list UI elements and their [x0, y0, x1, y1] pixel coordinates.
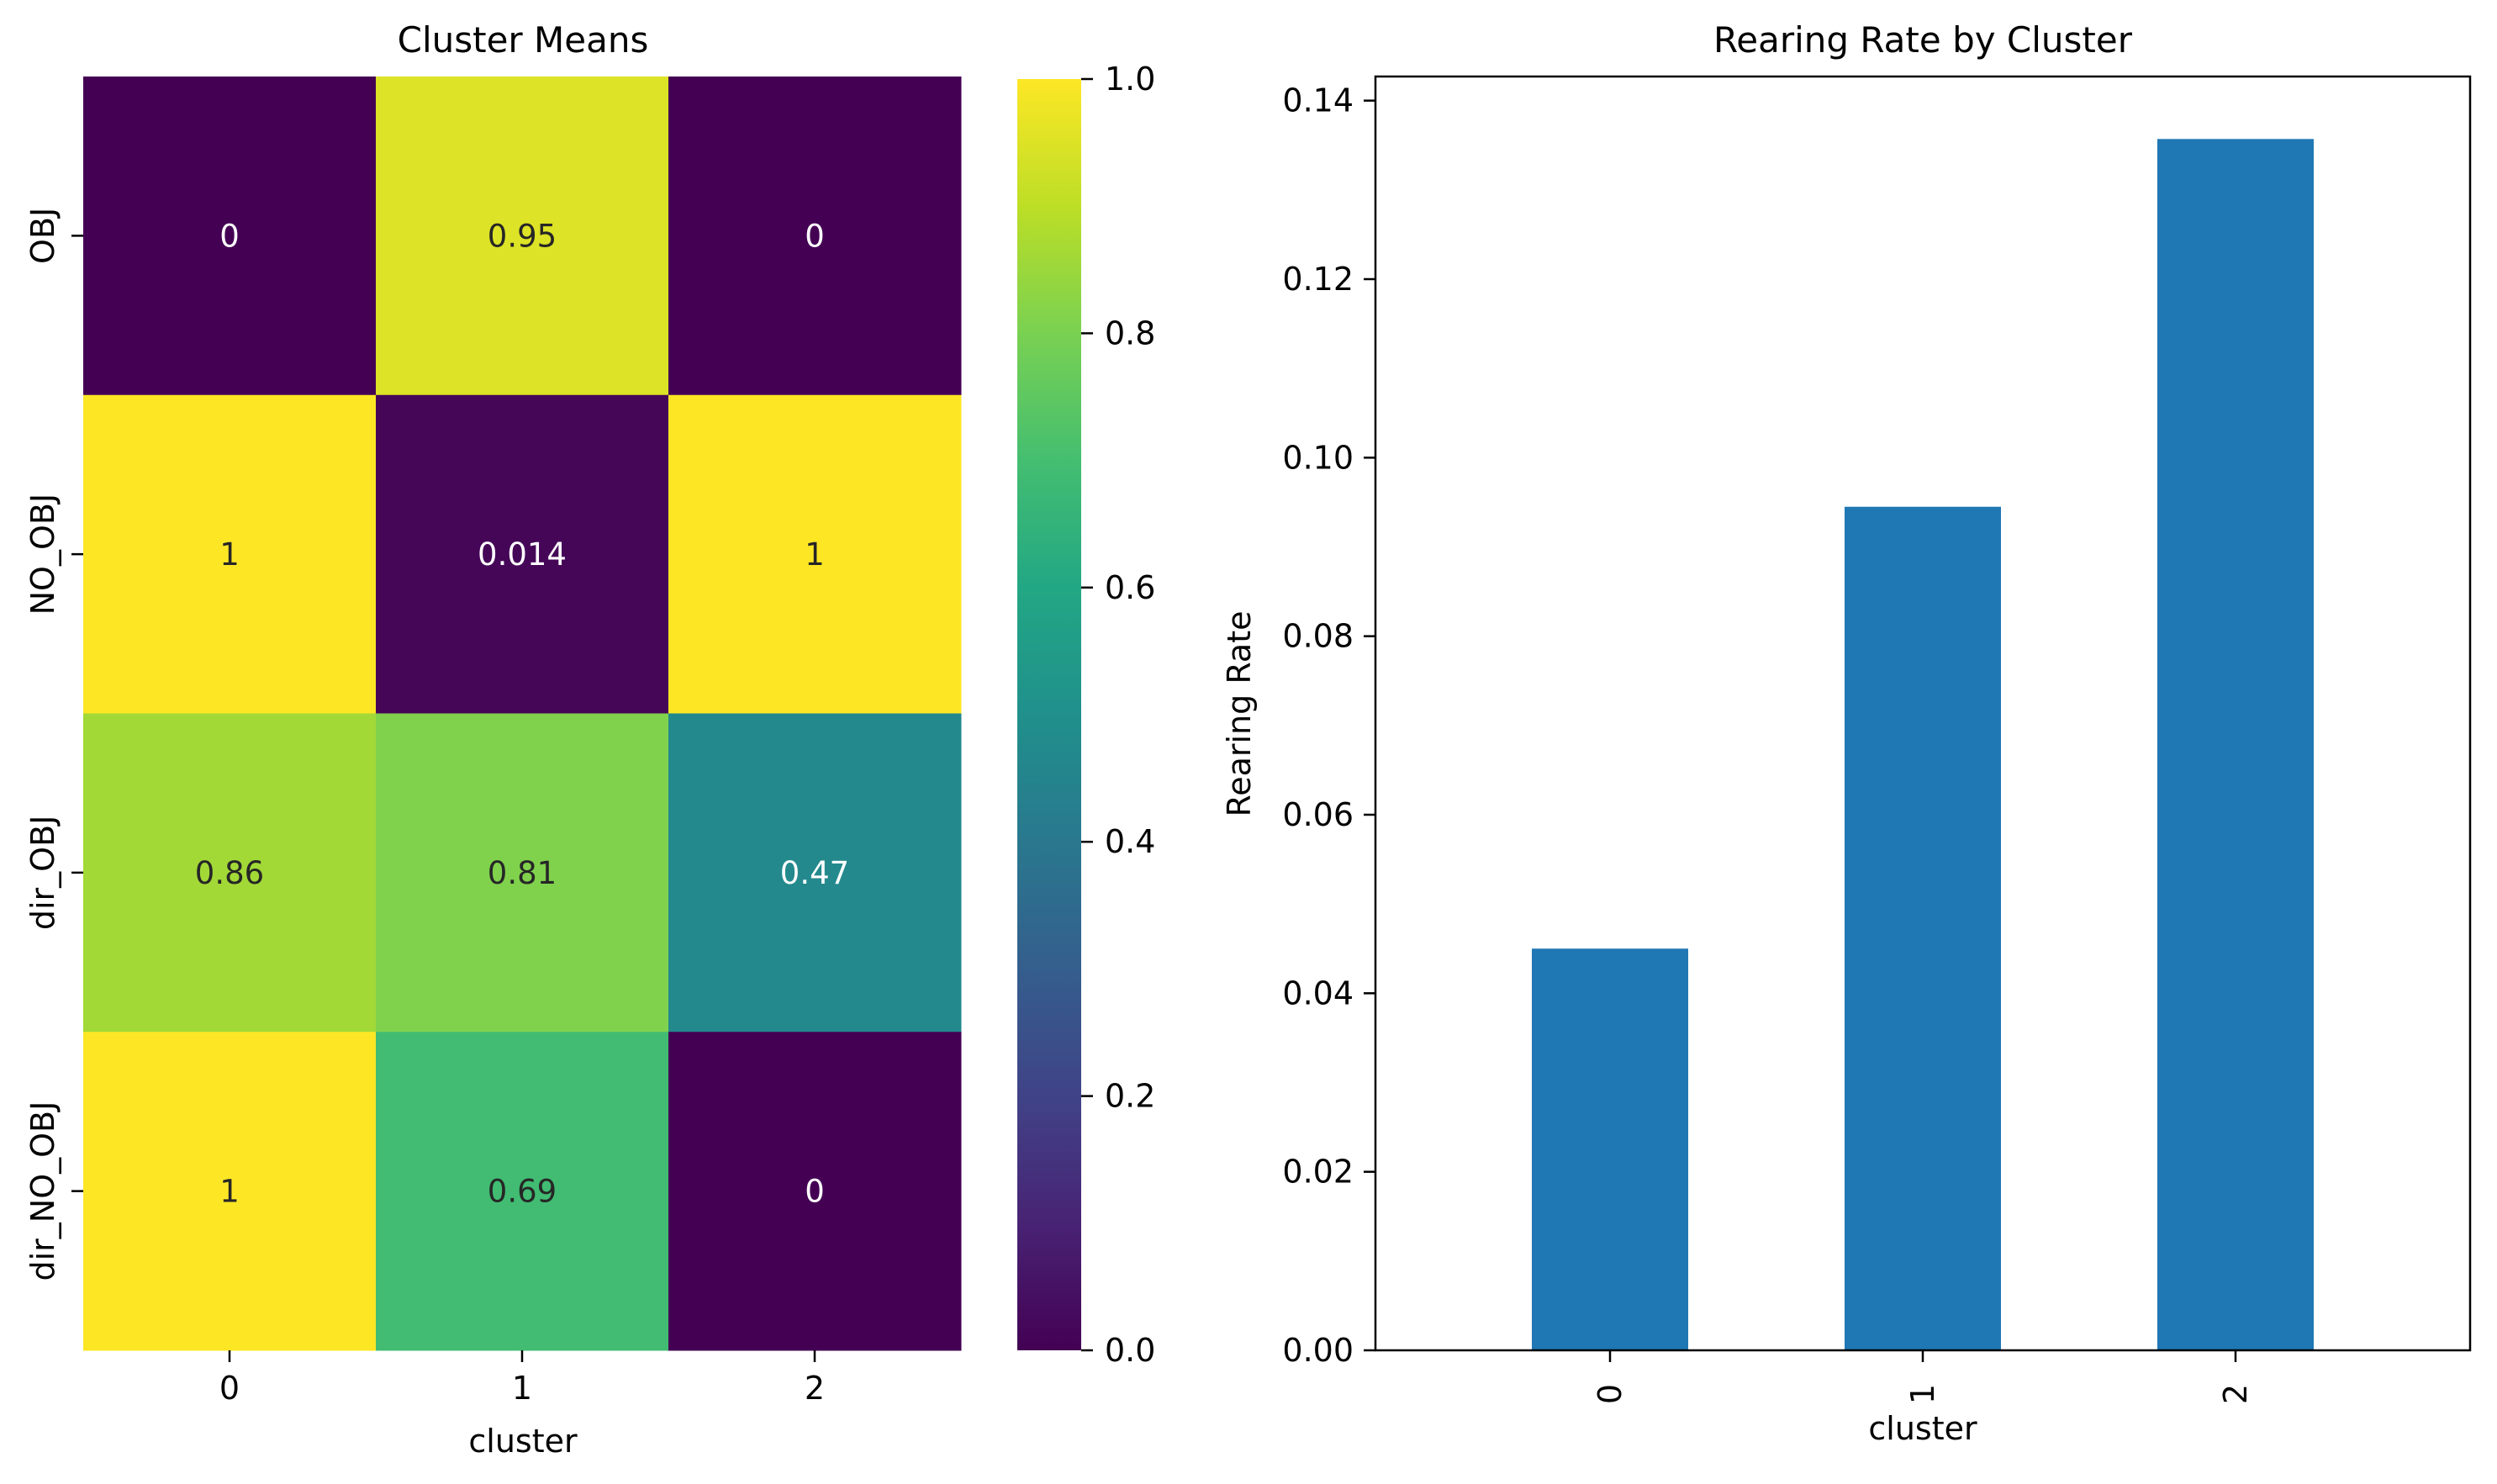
heatmap-x-ticks: 0 1 2: [219, 1350, 825, 1407]
heatmap-cell: [376, 713, 669, 1032]
bar-x-tick-label: 1: [1904, 1384, 1941, 1404]
heatmap-cell: [83, 394, 377, 714]
bar-chart-x-ticks: 0 1 2: [1592, 1350, 2254, 1404]
heatmap-cell: [376, 1032, 669, 1351]
heatmap-cell: [83, 1032, 377, 1351]
colorbar-gradient: [1017, 79, 1081, 1350]
heatmap-x-tick-label: 2: [805, 1370, 825, 1407]
heatmap-cell: [668, 1032, 962, 1351]
heatmap-cell: [376, 77, 669, 396]
bar-chart-x-axis-label: cluster: [1868, 1410, 1977, 1447]
heatmap-cell-labels: 0 0.95 0 1 0.014 1 0.86 0.81 0.47 1 0.69 0: [195, 218, 849, 1209]
heatmap-cell-label: 0.47: [780, 855, 849, 891]
heatmap-chart: Cluster Means 0 0.95 0 1 0.014 1 0.86 0.81 0.47 1…: [24, 19, 962, 1460]
heatmap-cell: [376, 394, 669, 714]
bar-chart: Rearing Rate by Cluster 0.00 0.02 0.04 0.06…: [1221, 19, 2472, 1447]
colorbar-tick-label: 0.8: [1105, 314, 1155, 351]
bar: [2157, 139, 2314, 1350]
heatmap-y-tick-label: dir_NO_OBJ: [24, 1101, 61, 1281]
bar-y-tick-label: 0.02: [1282, 1154, 1354, 1191]
heatmap-cell: [668, 713, 962, 1032]
colorbar-tick-label: 0.4: [1105, 823, 1155, 860]
heatmap-cell-label: 0.014: [478, 536, 567, 573]
colorbar-tick-label: 0.0: [1105, 1332, 1155, 1369]
colorbar-tick-label: 0.6: [1105, 569, 1155, 606]
heatmap-x-tick-label: 1: [512, 1370, 532, 1407]
bar-chart-bars: [1532, 139, 2314, 1350]
bar-chart-title: Rearing Rate by Cluster: [1713, 19, 2133, 61]
heatmap-cell: [668, 77, 962, 396]
heatmap-cell-label: 0.81: [488, 855, 557, 891]
bar-y-tick-label: 0.10: [1282, 439, 1354, 476]
heatmap-cell-label: 0: [219, 218, 240, 254]
heatmap-cell-label: 0: [805, 1174, 825, 1210]
heatmap-cells: [83, 77, 962, 1351]
bar-y-tick-label: 0.00: [1282, 1332, 1354, 1369]
heatmap-y-ticks: OBJ NO_OBJ dir_OBJ dir_NO_OBJ: [24, 208, 83, 1281]
bar-y-tick-label: 0.08: [1282, 618, 1354, 655]
heatmap-y-tick-label: dir_OBJ: [24, 816, 61, 931]
bar: [1532, 948, 1688, 1350]
colorbar-ticks: 0.0 0.2 0.4 0.6 0.8 1.0: [1081, 61, 1155, 1369]
heatmap-x-tick-label: 0: [219, 1370, 240, 1407]
heatmap-cell-label: 0.86: [195, 855, 264, 891]
bar-y-tick-label: 0.06: [1282, 796, 1354, 833]
bar-chart-y-axis-label: Rearing Rate: [1221, 611, 1258, 817]
heatmap-cell-label: 1: [219, 536, 240, 573]
heatmap-y-tick-label: NO_OBJ: [24, 494, 61, 615]
heatmap-cell: [83, 77, 377, 396]
heatmap-cell-label: 1: [805, 536, 825, 573]
heatmap-cell: [668, 394, 962, 714]
bar-chart-y-ticks: 0.00 0.02 0.04 0.06 0.08 0.10 0.12 0.14: [1282, 82, 1375, 1369]
bar-x-tick-label: 0: [1592, 1384, 1629, 1404]
colorbar-tick-label: 1.0: [1105, 61, 1155, 98]
heatmap-x-axis-label: cluster: [468, 1423, 578, 1460]
heatmap-title: Cluster Means: [398, 19, 649, 61]
bar-y-tick-label: 0.14: [1282, 82, 1354, 119]
colorbar-tick-label: 0.2: [1105, 1078, 1155, 1115]
heatmap-cell: [83, 713, 377, 1032]
bar: [1845, 506, 2001, 1350]
bar-y-tick-label: 0.12: [1282, 261, 1354, 298]
heatmap-cell-label: 0.95: [488, 218, 557, 254]
heatmap-y-tick-label: OBJ: [24, 208, 61, 264]
heatmap-cell-label: 0: [805, 218, 825, 254]
bar-x-tick-label: 2: [2217, 1384, 2254, 1404]
heatmap-colorbar: 0.0 0.2 0.4 0.6 0.8 1.0: [1017, 61, 1155, 1369]
bar-y-tick-label: 0.04: [1282, 974, 1354, 1011]
heatmap-cell-label: 1: [219, 1174, 240, 1210]
heatmap-cell-label: 0.69: [488, 1174, 557, 1210]
